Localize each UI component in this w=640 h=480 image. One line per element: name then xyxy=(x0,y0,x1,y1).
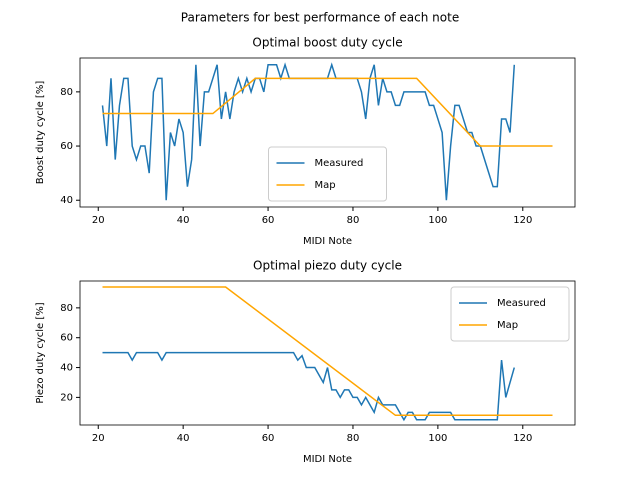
x-tick-label: 20 xyxy=(92,215,105,226)
legend-label: Measured xyxy=(497,298,546,309)
legend-label: Measured xyxy=(315,158,364,169)
legend-label: Map xyxy=(497,320,518,331)
legend-box xyxy=(268,146,387,202)
x-tick-label: 20 xyxy=(92,433,105,444)
y-tick-label: 40 xyxy=(60,195,73,206)
axes-title: Optimal boost duty cycle xyxy=(252,36,402,50)
x-axis-label: MIDI Note xyxy=(303,454,352,465)
series-line xyxy=(102,77,553,147)
series-line xyxy=(102,286,553,417)
y-tick-label: 40 xyxy=(60,363,73,374)
x-tick-label: 40 xyxy=(177,433,190,444)
x-tick-label: 120 xyxy=(513,215,532,226)
series-line xyxy=(102,351,516,422)
x-tick-label: 60 xyxy=(262,215,275,226)
x-tick-label: 100 xyxy=(428,215,447,226)
x-axis-label: MIDI Note xyxy=(303,236,352,247)
y-tick-label: 20 xyxy=(60,392,73,403)
x-tick-label: 100 xyxy=(428,433,447,444)
x-tick-label: 40 xyxy=(177,215,190,226)
legend-box xyxy=(450,286,570,342)
x-tick-label: 60 xyxy=(262,433,275,444)
x-tick-label: 80 xyxy=(347,433,360,444)
axes-frame xyxy=(79,57,576,208)
y-tick-label: 80 xyxy=(60,303,73,314)
x-tick-label: 120 xyxy=(513,433,532,444)
y-tick-label: 60 xyxy=(60,333,73,344)
y-tick-label: 60 xyxy=(60,141,73,152)
y-axis-label: Boost duty cycle [%] xyxy=(35,81,46,185)
legend-label: Map xyxy=(315,180,336,191)
y-axis-label: Piezo duty cycle [%] xyxy=(35,302,46,403)
x-tick-label: 80 xyxy=(347,215,360,226)
figure-title: Parameters for best performance of each … xyxy=(181,11,459,25)
axes-title: Optimal piezo duty cycle xyxy=(253,259,402,273)
axes-frame xyxy=(79,280,576,426)
y-tick-label: 80 xyxy=(60,87,73,98)
